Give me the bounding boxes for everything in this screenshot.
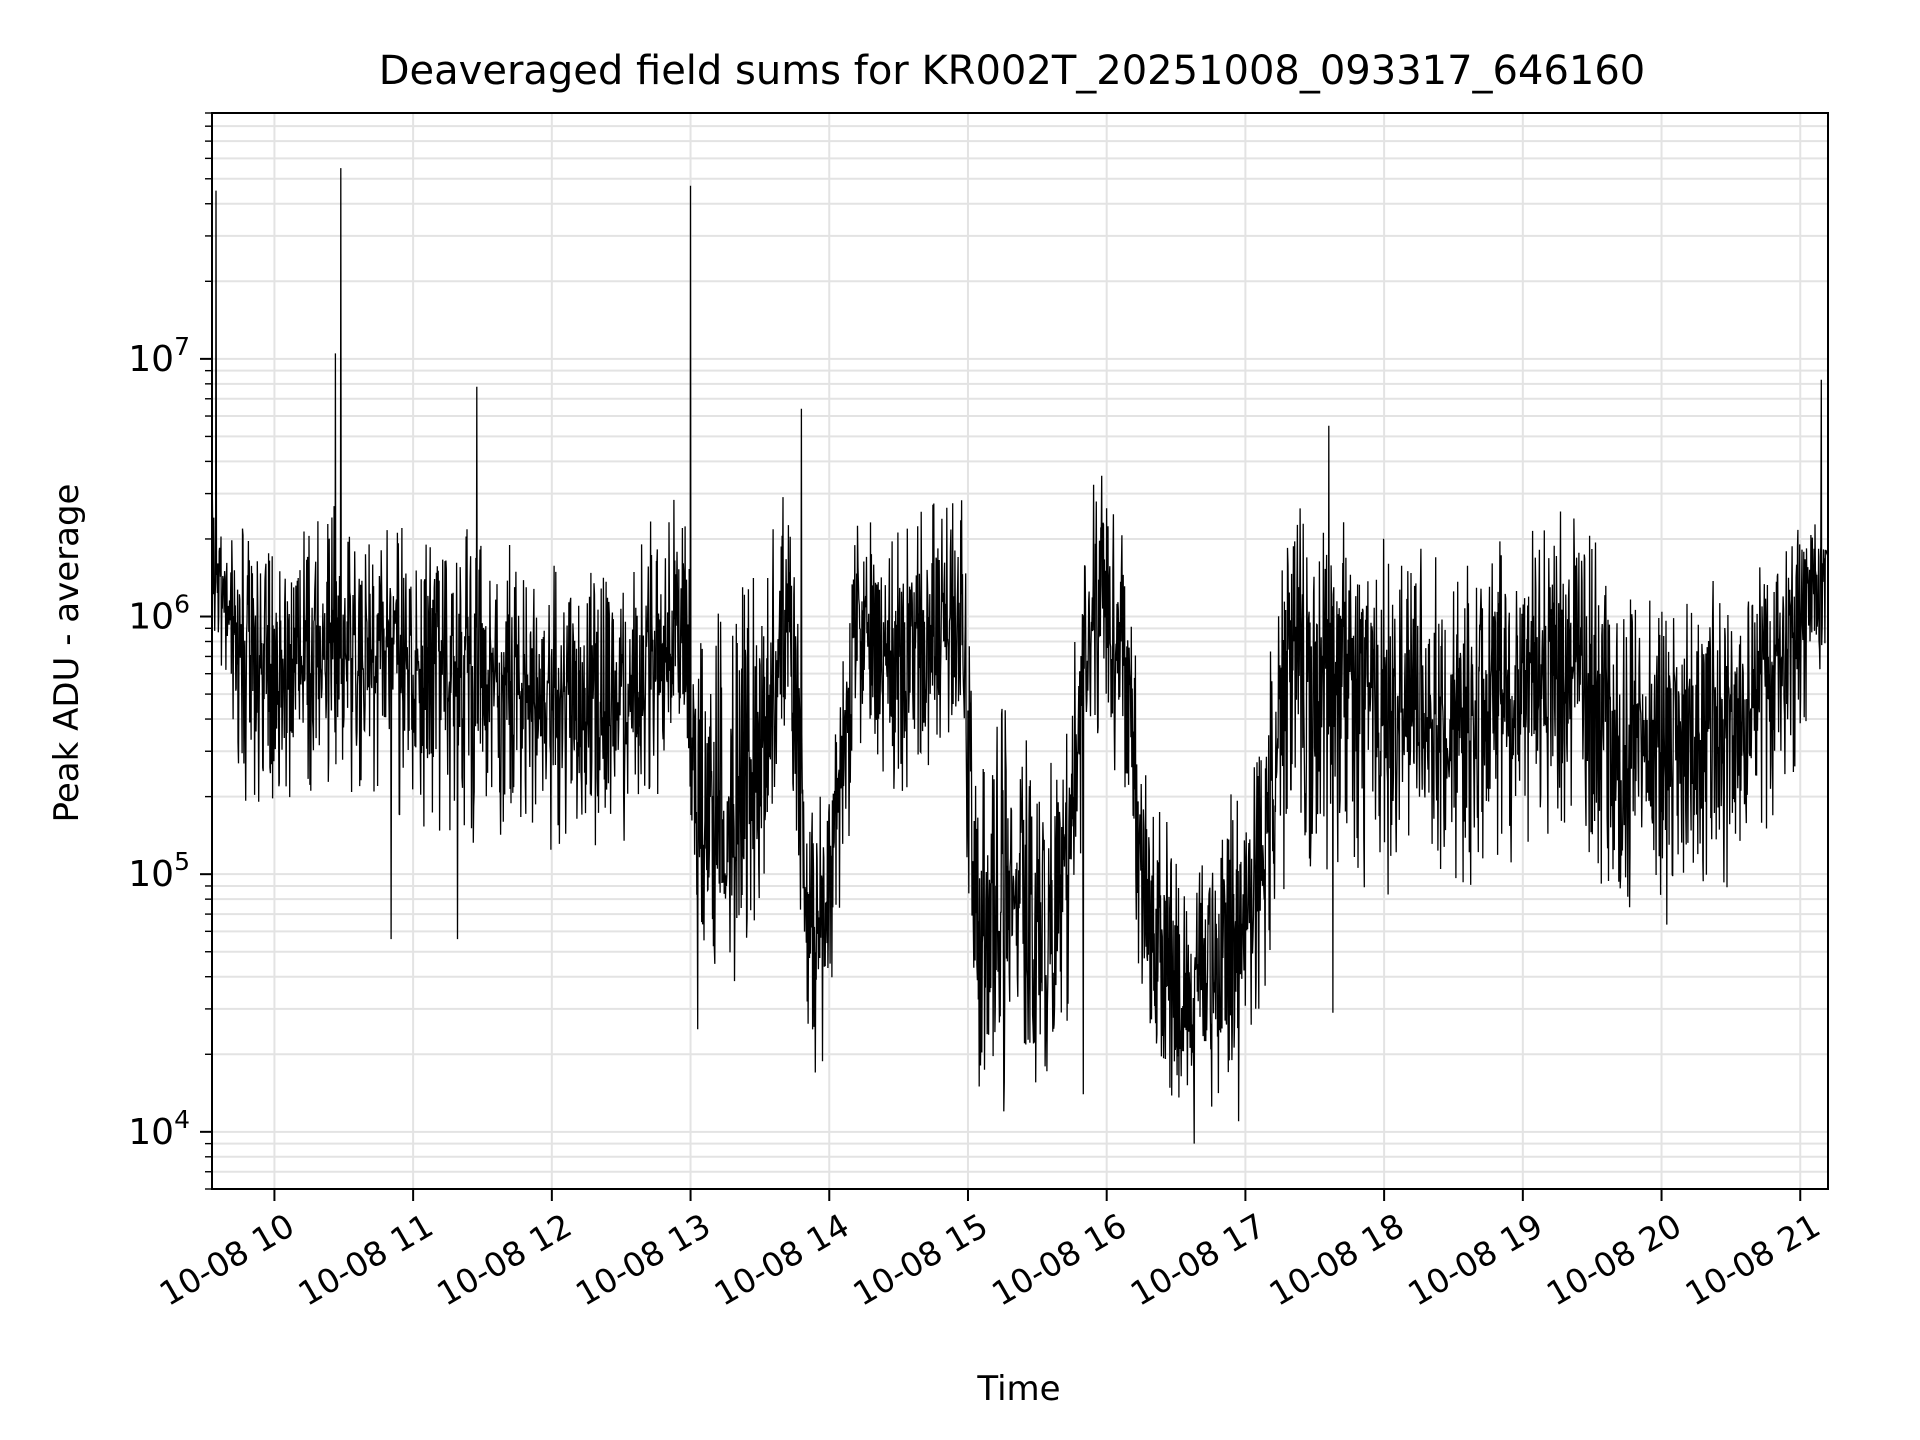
y-tick-base: 10	[128, 597, 174, 638]
y-tick-label: 104	[128, 1105, 190, 1153]
y-tick-base: 10	[128, 1112, 174, 1153]
y-tick-base: 10	[128, 339, 174, 380]
axes-frame	[211, 112, 1829, 1190]
y-tick-exponent: 5	[174, 847, 190, 876]
y-tick-exponent: 7	[174, 332, 190, 361]
y-tick-label: 106	[128, 590, 190, 638]
y-tick-label: 105	[128, 847, 190, 895]
y-tick-label: 107	[128, 332, 190, 380]
y-tick-base: 10	[128, 854, 174, 895]
plot-area	[211, 168, 1829, 1144]
chart-title: Deaveraged field sums for KR002T_2025100…	[379, 48, 1646, 94]
y-tick-exponent: 4	[174, 1105, 190, 1134]
data-series-line	[211, 168, 1829, 1144]
y-axis-label: Peak ADU - average	[47, 484, 87, 823]
x-axis-label: Time	[976, 1369, 1060, 1409]
y-tick-exponent: 6	[174, 590, 190, 619]
